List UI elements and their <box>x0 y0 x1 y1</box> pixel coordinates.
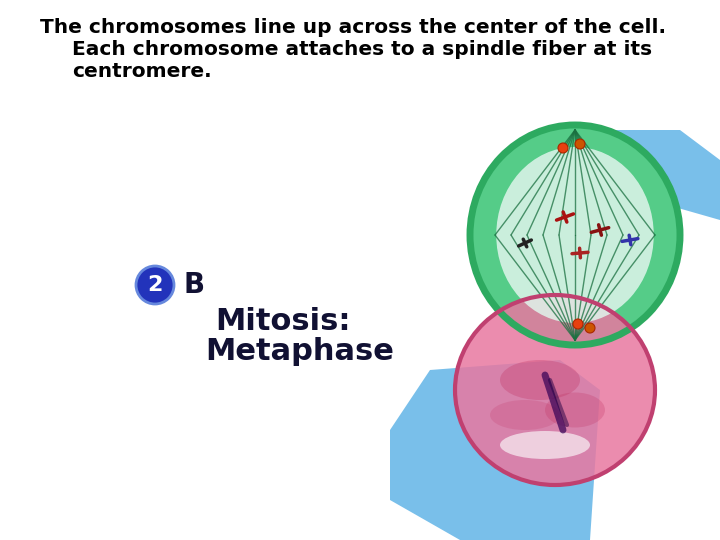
Polygon shape <box>390 360 600 540</box>
Ellipse shape <box>470 125 680 345</box>
Circle shape <box>136 266 174 304</box>
Text: 2: 2 <box>148 275 163 295</box>
Text: centromere.: centromere. <box>72 62 212 81</box>
Circle shape <box>575 139 585 149</box>
Circle shape <box>573 319 583 329</box>
Ellipse shape <box>545 393 605 428</box>
Text: Metaphase: Metaphase <box>205 337 394 366</box>
Ellipse shape <box>500 360 580 400</box>
Ellipse shape <box>455 295 655 485</box>
Circle shape <box>558 143 568 153</box>
Ellipse shape <box>500 431 590 459</box>
Circle shape <box>578 251 582 255</box>
Text: Each chromosome attaches to a spindle fiber at its: Each chromosome attaches to a spindle fi… <box>72 40 652 59</box>
Polygon shape <box>540 130 720 220</box>
Circle shape <box>585 323 595 333</box>
Circle shape <box>628 238 632 242</box>
Text: Mitosis:: Mitosis: <box>215 307 351 336</box>
Circle shape <box>563 215 567 219</box>
Circle shape <box>598 228 602 232</box>
Circle shape <box>523 241 527 245</box>
Text: B: B <box>183 271 204 299</box>
Ellipse shape <box>490 400 560 430</box>
Ellipse shape <box>496 147 654 323</box>
Text: The chromosomes line up across the center of the cell.: The chromosomes line up across the cente… <box>40 18 666 37</box>
